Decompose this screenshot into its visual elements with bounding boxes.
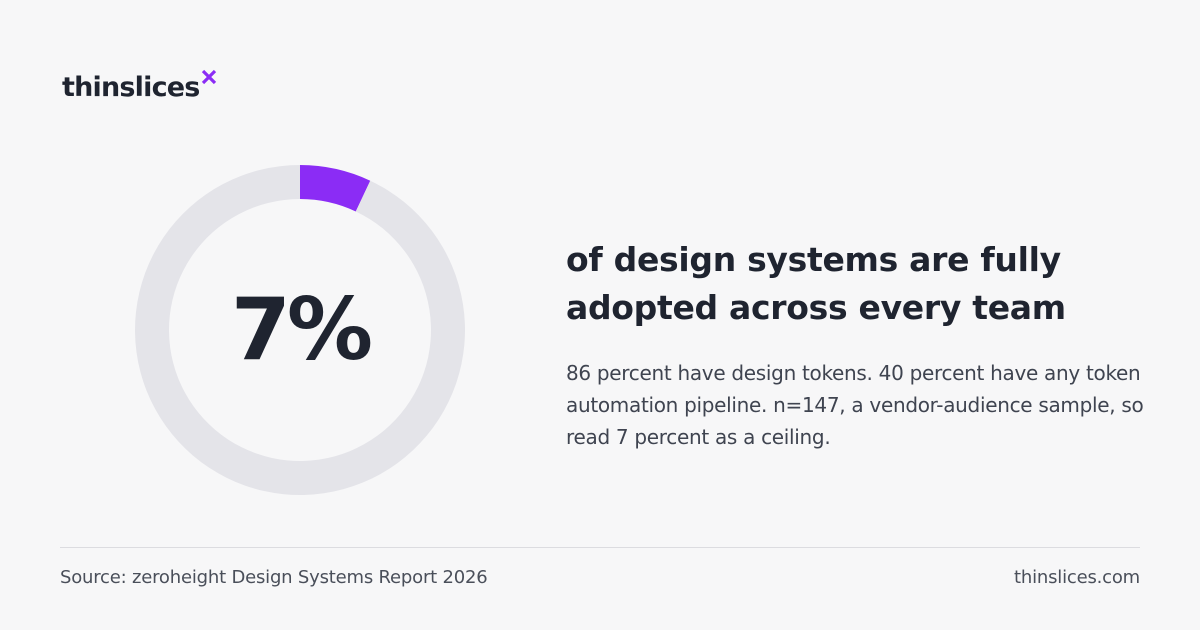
donut-chart: 7%: [135, 165, 465, 495]
logo-wordmark: thinslices: [62, 72, 200, 103]
source-citation: Source: zeroheight Design Systems Report…: [60, 567, 488, 588]
headline: of design systems are fully adopted acro…: [566, 240, 1066, 327]
donut-chart-svg: [135, 165, 465, 495]
body-text: 86 percent have design tokens. 40 percen…: [566, 361, 1144, 449]
x-mark-icon: [201, 69, 216, 85]
donut-center-value: 7%: [230, 280, 373, 380]
footer-divider: [60, 547, 1140, 548]
site-url: thinslices.com: [1014, 567, 1140, 588]
donut-slice-highlight: [300, 165, 371, 212]
brand-logo: thinslices: [62, 68, 217, 108]
